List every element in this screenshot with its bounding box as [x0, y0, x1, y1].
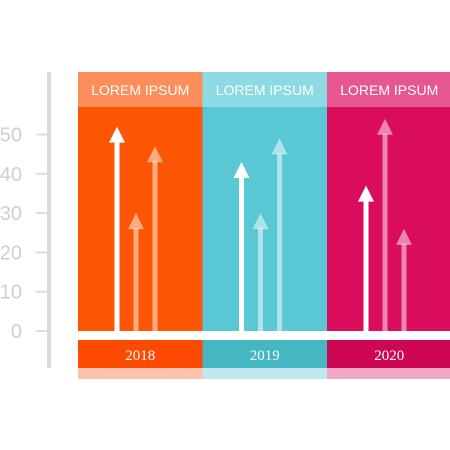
- panel-header: [202, 72, 328, 107]
- arrow-head: [109, 126, 125, 143]
- y-tick-mark: [36, 330, 49, 332]
- panel-body: [202, 107, 328, 331]
- panel-header: [327, 72, 450, 107]
- year-bar: [78, 340, 203, 368]
- arrow-mark: [233, 162, 250, 331]
- arrow-mark: [396, 228, 412, 331]
- y-tick-mark: [36, 172, 49, 175]
- panels: LOREM IPSUM 2018 LOREM IPSUM 2019 LOREM IPSU…: [78, 72, 450, 379]
- baseline: [78, 331, 450, 340]
- arrow-shaft: [133, 228, 139, 331]
- arrow-head: [233, 162, 250, 179]
- y-tick-label: 50: [0, 125, 22, 147]
- arrow-mark: [128, 213, 144, 331]
- arrow-mark: [271, 138, 288, 331]
- year-label: 2018: [125, 348, 155, 364]
- panel-header-label: LOREM IPSUM: [216, 82, 314, 98]
- y-axis-line: [47, 72, 51, 368]
- arrows: [78, 118, 450, 340]
- y-tick-label: 10: [0, 282, 22, 304]
- year-bar: [202, 340, 328, 368]
- y-tick-label: 20: [0, 242, 22, 264]
- bottom-strip: [78, 368, 203, 379]
- y-axis: 0 10 20 30 40 50: [0, 72, 51, 368]
- bottom-strip: [327, 368, 450, 379]
- arrow-mark: [147, 146, 163, 331]
- arrow-shaft: [382, 133, 388, 331]
- arrow-head: [377, 118, 393, 135]
- y-tick-mark: [36, 212, 49, 215]
- arrow-shaft: [277, 153, 282, 331]
- panel-header: [78, 72, 203, 107]
- y-tick-label: 0: [11, 321, 22, 343]
- arrow-shaft: [152, 161, 158, 331]
- arrow-mark: [377, 118, 393, 331]
- arrow-head: [396, 228, 412, 245]
- arrow-mark: [358, 185, 374, 331]
- arrow-head: [271, 138, 288, 155]
- year-label: 2020: [374, 348, 404, 364]
- arrow-shaft: [258, 228, 263, 331]
- y-tick-mark: [36, 133, 49, 136]
- y-tick-label: 30: [0, 203, 22, 225]
- year-bar: [327, 340, 450, 368]
- arrow-shaft: [363, 200, 369, 331]
- arrow-shaft: [114, 141, 120, 331]
- arrow-head: [358, 185, 374, 202]
- arrow-mark: [109, 126, 125, 331]
- arrow-mark: [252, 213, 269, 331]
- arrow-head: [147, 146, 163, 163]
- y-tick-mark: [36, 251, 49, 254]
- panel-body: [327, 107, 450, 331]
- y-tick-mark: [36, 290, 49, 293]
- bottom-strip: [202, 368, 328, 379]
- arrow-shaft: [401, 243, 407, 331]
- arrow-head: [252, 213, 269, 230]
- y-tick-label: 40: [0, 164, 22, 186]
- arrow-head: [128, 213, 144, 230]
- panel-header-label: LOREM IPSUM: [340, 82, 438, 98]
- panel-body: [78, 107, 203, 331]
- year-label: 2019: [250, 348, 280, 364]
- arrow-shaft: [239, 177, 244, 331]
- panel-header-label: LOREM IPSUM: [91, 82, 189, 98]
